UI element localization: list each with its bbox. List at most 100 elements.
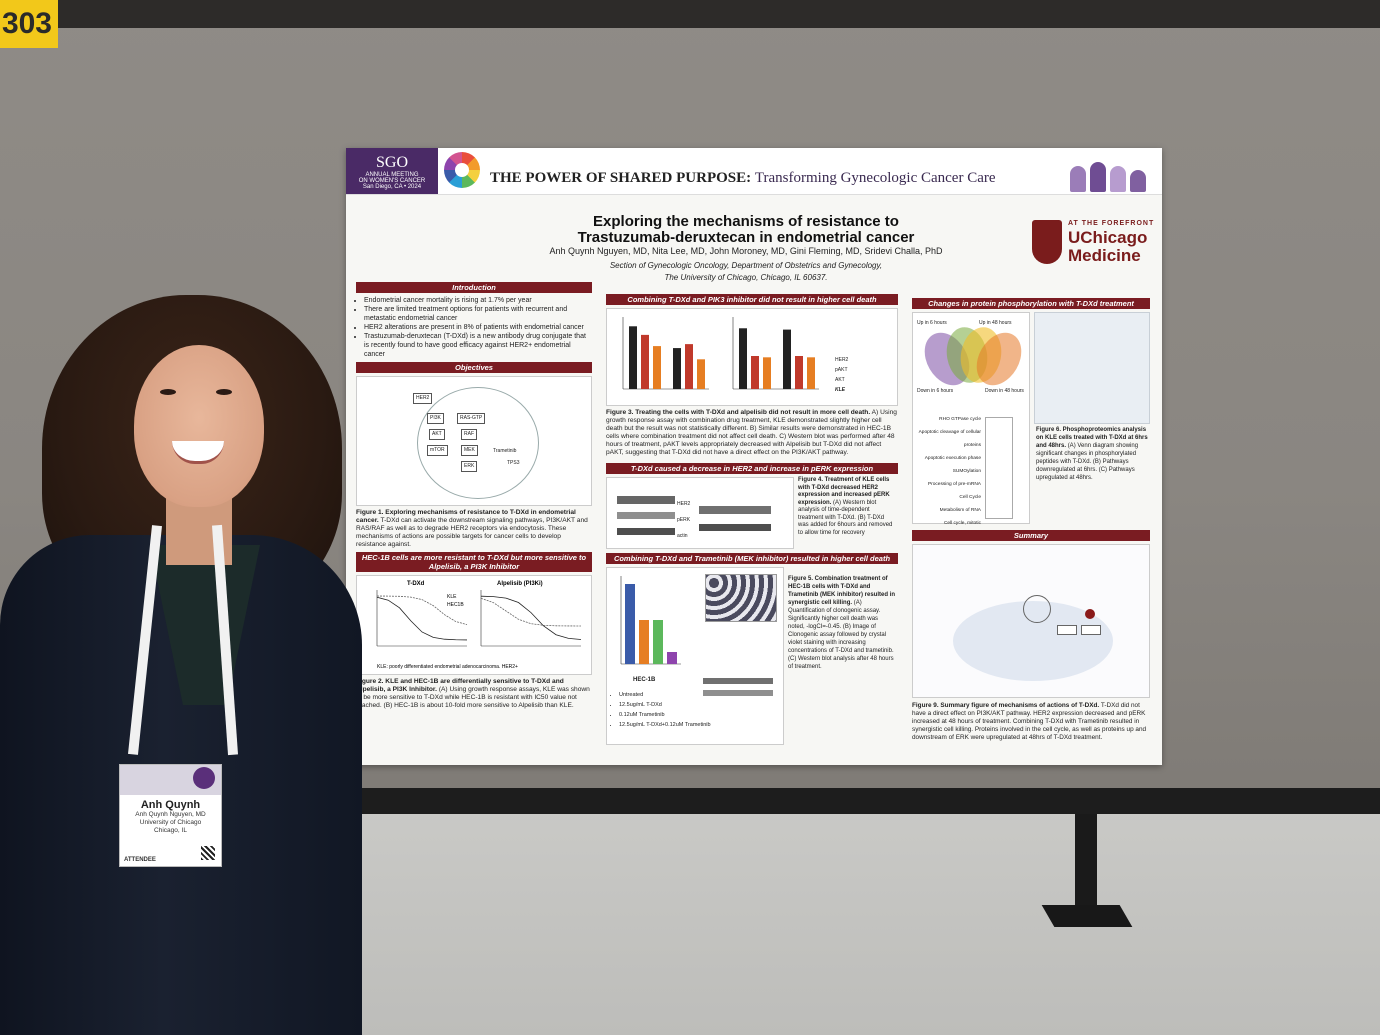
bar (697, 359, 705, 389)
poster-banner: SGO ANNUAL MEETING ON WOMEN'S CANCER San… (346, 148, 1162, 195)
pathway-diagram: HER2 PI3K RAS-GTP AKT RAF mTOR MEK ERK T… (356, 376, 592, 506)
figure5-caption: Figure 5. Combination treatment of HEC-1… (788, 576, 896, 670)
bar (795, 356, 803, 389)
presenter-eye (216, 389, 232, 395)
wall-top-rail (0, 0, 1380, 28)
list-item: 0.12uM Trametinib (619, 710, 711, 720)
list-item: HER2 alterations are present in 8% of pa… (364, 323, 592, 332)
clonogenic-figure: HEC-1B Untreated 12.5ug/mL T-DXd 0.12uM … (606, 567, 784, 745)
chart-note: KLE: poorly differentiated endometrial a… (377, 664, 518, 670)
sgo-logo: SGO ANNUAL MEETING ON WOMEN'S CANCER San… (346, 148, 438, 194)
column-middle: Combining T-DXd and PIK3 inhibitor did n… (606, 294, 898, 745)
bar (685, 344, 693, 389)
bar (641, 334, 649, 389)
presenter-eye (160, 389, 176, 395)
dose-response-charts: T-DXd Alpelisib (PI3Ki) KLE HEC1B KLE: p… (356, 575, 592, 675)
column-right: Changes in protein phosphorylation with … (912, 298, 1150, 742)
bar (739, 328, 747, 389)
hec-heading: HEC-1B cells are more resistant to T-DXd… (356, 552, 592, 572)
bar (653, 346, 661, 389)
combo-charts: HER2 pAKT AKT KLE (606, 308, 898, 406)
booth-number: 303 (0, 0, 58, 48)
color-wheel-logo (444, 152, 480, 188)
board-leg (1075, 814, 1097, 924)
mek-legend: Untreated 12.5ug/mL T-DXd 0.12uM Trameti… (611, 690, 711, 730)
summary-figure (912, 544, 1150, 698)
banner-theme: THE POWER OF SHARED PURPOSE: Transformin… (490, 170, 996, 186)
board-rail (345, 788, 1380, 814)
mek-section: HEC-1B Untreated 12.5ug/mL T-DXd 0.12uM … (606, 567, 898, 745)
her2-section: HER2 pERK actin Figure 4. Treatment of K… (606, 477, 898, 549)
figure4-caption: Figure 4. Treatment of KLE cells with T-… (798, 477, 893, 536)
crystal-violet-plates (705, 574, 777, 622)
combo-blot-labels: HER2 pAKT AKT KLE (835, 357, 849, 393)
bar (783, 329, 791, 389)
curve-kle (376, 596, 468, 641)
panel-a-title: T-DXd (407, 581, 425, 587)
node-trametinib: Trametinib (493, 448, 517, 454)
poster-authors: Anh Quynh Nguyen, MD, Nita Lee, MD, John… (549, 246, 943, 256)
legend-kle: KLE (447, 594, 457, 600)
node-mek: MEK (461, 445, 478, 456)
combo-bar-charts (622, 317, 819, 390)
figure3-caption: Figure 3. Treating the cells with T-DXd … (606, 409, 897, 456)
node-tps3: TPS3 (507, 460, 520, 466)
node-raf: RAF (461, 429, 477, 440)
pathway-dotplot (1034, 312, 1150, 424)
intro-heading: Introduction (356, 282, 592, 293)
figure2-caption: Figure 2. KLE and HEC-1B are differentia… (356, 678, 590, 709)
figure6-caption: Figure 6. Phosphoproteomics analysis on … (1036, 427, 1148, 481)
figure1-caption: Figure 1. Exploring mechanisms of resist… (356, 509, 588, 548)
column-left: Introduction Endometrial cancer mortalit… (356, 282, 592, 710)
uchicago-logo: AT THE FOREFRONT UChicago Medicine (1032, 220, 1153, 270)
phospho-heading: Changes in protein phosphorylation with … (912, 298, 1150, 309)
legend-hec1b: HEC1B (447, 602, 464, 608)
node-ras: RAS-GTP (457, 413, 486, 424)
bar (673, 348, 681, 389)
mek-heading: Combining T-DXd and Trametinib (MEK inhi… (606, 553, 898, 564)
poster-title: Exploring the mechanisms of resistance t… (577, 213, 915, 246)
poster: SGO ANNUAL MEETING ON WOMEN'S CANCER San… (346, 148, 1162, 765)
pathway-list: RHO GTPase cycle Apoptotic cleavage of c… (918, 417, 981, 526)
list-item: Trastuzumab-deruxtecan (T-DXd) is a new … (364, 332, 592, 359)
presenter-face (134, 345, 264, 507)
node-akt: AKT (429, 429, 445, 440)
summary-heading: Summary (912, 530, 1150, 541)
list-item: 12.5ug/mL T-DXd (619, 700, 711, 710)
bar (625, 584, 635, 664)
curve-hec1b (480, 597, 582, 627)
her2-heading: T-DXd caused a decrease in HER2 and incr… (606, 463, 898, 474)
presenter: Anh Quynh Anh Quynh Nguyen, MD Universit… (0, 295, 370, 1035)
bar (667, 652, 677, 664)
bar (653, 620, 663, 664)
curve-kle (480, 595, 582, 640)
bar (763, 357, 771, 389)
list-item: There are limited treatment options for … (364, 305, 592, 323)
bar (751, 356, 759, 389)
dose-response-svg: T-DXd Alpelisib (PI3Ki) KLE HEC1B KLE: p… (376, 581, 582, 670)
curve-hec1b (376, 595, 468, 625)
node-mtor: mTOR (427, 445, 448, 456)
poster-affiliation: Section of Gynecologic Oncology, Departm… (609, 261, 883, 282)
western-blot: HER2 pERK actin (606, 477, 794, 549)
panel-b-title: Alpelisib (PI3Ki) (497, 581, 543, 587)
node-her2: HER2 (413, 393, 433, 404)
intro-list: Endometrial cancer mortality is rising a… (356, 296, 592, 359)
people-figures-graphic (1066, 154, 1158, 192)
combo-heading: Combining T-DXd and PIK3 inhibitor did n… (606, 294, 898, 305)
qr-code-icon (201, 846, 215, 860)
sgo-badge-icon (193, 767, 215, 789)
list-item: Untreated (619, 690, 711, 700)
board-foot (1041, 905, 1133, 927)
node-pi3k: PI3K (427, 413, 444, 424)
bar (807, 357, 815, 389)
bar (639, 620, 649, 664)
presenter-smile (172, 441, 224, 464)
phospho-section: Up in 6 hours Up in 48 hours Down in 6 h… (912, 312, 1150, 530)
node-erk: ERK (461, 461, 478, 472)
bar (629, 326, 637, 389)
figure9-caption: Figure 9. Summary figure of mechanisms o… (912, 702, 1147, 741)
name-badge: Anh Quynh Anh Quynh Nguyen, MD Universit… (119, 764, 222, 867)
list-item: 12.5ug/mL T-DXd+0.12uM Trametinib (619, 720, 711, 730)
clonogenic-bar-chart (620, 576, 681, 665)
